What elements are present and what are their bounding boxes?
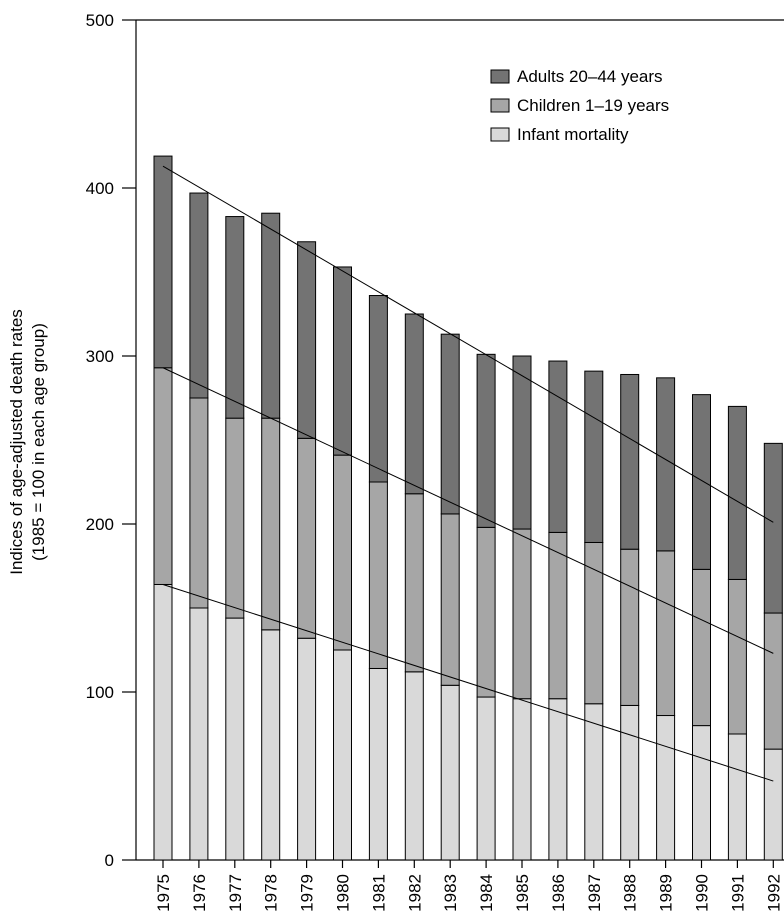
bar-segment-adults [153, 155, 173, 369]
y-tick-label: 200 [86, 515, 114, 534]
bar-segment-infant [620, 704, 640, 861]
bar-segment-children [512, 528, 532, 700]
bar-segment-children [620, 548, 640, 706]
bar-segment-adults [404, 313, 424, 495]
y-tick-label: 100 [86, 683, 114, 702]
bar-segment-children [404, 493, 424, 673]
bar-segment-children [225, 417, 245, 619]
x-tick-label: 1983 [441, 874, 460, 912]
bar-segment-infant [584, 703, 604, 861]
bar-segment-infant [261, 629, 281, 861]
legend-label: Infant mortality [517, 125, 629, 144]
legend-label: Children 1–19 years [517, 96, 669, 115]
bar-segment-infant [368, 667, 388, 861]
y-axis-label-line1: Indices of age-adjusted death rates [7, 309, 26, 575]
bar-segment-adults [225, 216, 245, 419]
bar-segment-adults [476, 353, 496, 528]
x-tick-label: 1992 [764, 874, 783, 912]
bar-segment-infant [189, 607, 209, 861]
bar-segment-children [368, 481, 388, 669]
bar-segment-children [297, 437, 317, 639]
bar-segment-infant [763, 748, 783, 861]
trend-line [162, 367, 774, 654]
bar-segment-adults [440, 333, 460, 515]
bar-segment-infant [333, 649, 352, 861]
x-tick-label: 1977 [226, 874, 245, 912]
bar-segment-infant [476, 696, 496, 861]
bar-segment-infant [692, 725, 711, 861]
x-tick-label: 1982 [405, 874, 424, 912]
x-tick-label: 1989 [657, 874, 676, 912]
legend-swatch [490, 69, 510, 84]
x-tick-label: 1976 [190, 874, 209, 912]
x-tick-label: 1985 [513, 874, 532, 912]
bar-segment-children [440, 513, 460, 686]
axes: 0 100 200 300 400 500 1975 1976 1977 1978 1979 1980… [86, 11, 784, 912]
x-tick-label: 1981 [369, 874, 388, 912]
bar-segment-infant [297, 637, 317, 861]
x-tick-label: 1978 [262, 874, 281, 912]
y-axis-label-line2: (1985 = 100 in each age group) [29, 323, 48, 561]
bar-segment-infant [656, 715, 676, 861]
bar-segment-adults [333, 266, 352, 456]
bar-segment-infant [727, 733, 747, 861]
bar-segment-adults [189, 192, 209, 399]
bar-segment-children [189, 397, 209, 609]
bar-segment-children [333, 454, 352, 651]
bar-segment-adults [297, 241, 317, 439]
x-tick-label: 1979 [298, 874, 317, 912]
bar-segment-infant [440, 684, 460, 861]
x-tick-label: 1975 [154, 874, 173, 912]
bar-segment-adults [548, 360, 568, 533]
trend-line [162, 165, 774, 523]
bar-segment-children [548, 531, 568, 700]
bar-segment-adults [368, 295, 388, 483]
legend: Adults 20–44 years Children 1–19 years Inf… [490, 67, 669, 144]
x-tick-label: 1990 [693, 874, 712, 912]
x-tick-label: 1980 [334, 874, 353, 912]
trend-lines [162, 165, 774, 782]
bars [153, 155, 783, 861]
legend-swatch [490, 127, 510, 142]
x-tick-label: 1986 [549, 874, 568, 912]
legend-swatch [490, 98, 510, 113]
bar-segment-children [763, 612, 783, 750]
y-tick-label: 0 [105, 851, 114, 870]
bar-segment-children [153, 367, 173, 585]
bar-segment-infant [153, 583, 173, 861]
bar-segment-children [727, 578, 747, 735]
trend-line [162, 584, 774, 782]
x-tick-label: 1988 [621, 874, 640, 912]
bar-segment-infant [225, 617, 245, 861]
bar-segment-children [476, 526, 496, 698]
bar-segment-infant [512, 698, 532, 861]
bar-segment-adults [727, 405, 747, 580]
bar-segment-adults [512, 355, 532, 530]
x-tick-label: 1987 [585, 874, 604, 912]
legend-label: Adults 20–44 years [517, 67, 663, 86]
y-tick-label: 400 [86, 179, 114, 198]
y-tick-label: 500 [86, 11, 114, 30]
x-tick-label: 1991 [728, 874, 747, 912]
bar-segment-adults [620, 373, 640, 550]
bar-segment-children [261, 417, 281, 631]
bar-segment-adults [656, 377, 676, 552]
bar-segment-children [656, 550, 676, 717]
bar-segment-infant [404, 671, 424, 861]
bar-segment-infant [548, 698, 568, 861]
x-tick-label: 1984 [477, 874, 496, 912]
bar-segment-adults [692, 394, 711, 570]
bar-segment-adults [261, 212, 281, 419]
bar-segment-children [692, 568, 711, 727]
bar-segment-adults [584, 370, 604, 543]
y-tick-label: 300 [86, 347, 114, 366]
bar-segment-adults [763, 442, 783, 614]
